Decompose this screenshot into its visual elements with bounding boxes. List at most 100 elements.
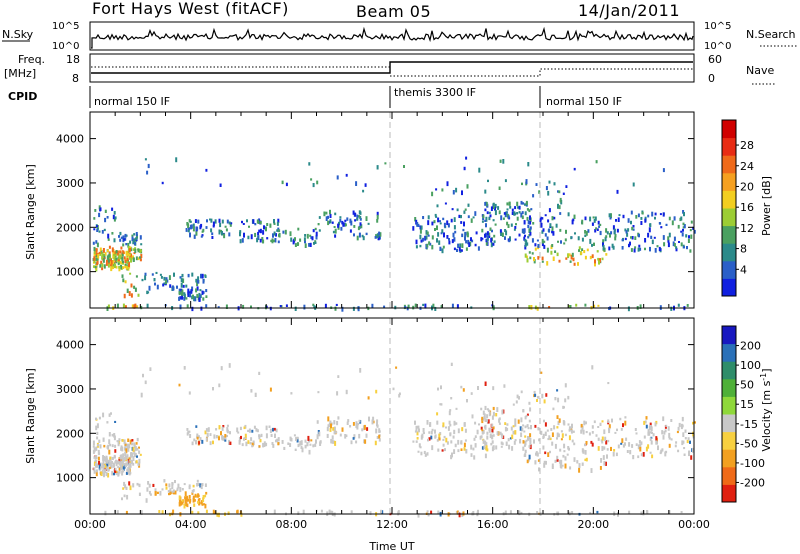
data-cell bbox=[420, 239, 423, 243]
data-cell bbox=[454, 230, 457, 234]
data-cell bbox=[236, 427, 239, 433]
data-cell bbox=[665, 424, 668, 427]
data-cell bbox=[563, 242, 566, 245]
data-cell bbox=[134, 452, 137, 456]
data-cell bbox=[163, 479, 166, 483]
data-cell bbox=[367, 396, 370, 400]
data-cell bbox=[495, 413, 498, 417]
data-cell bbox=[112, 260, 115, 265]
data-cell bbox=[181, 500, 184, 505]
data-cell bbox=[657, 445, 659, 451]
colorbar-tick-label: 12 bbox=[740, 222, 754, 235]
data-cell bbox=[608, 428, 611, 434]
data-cell bbox=[462, 228, 465, 232]
data-cell bbox=[236, 509, 239, 514]
data-cell bbox=[632, 455, 635, 460]
data-cell bbox=[646, 510, 649, 514]
data-cell bbox=[578, 249, 580, 252]
data-cell bbox=[251, 445, 254, 448]
data-cell bbox=[627, 228, 630, 232]
data-cell bbox=[597, 304, 600, 307]
data-cell bbox=[517, 206, 520, 209]
data-cell bbox=[482, 217, 485, 221]
data-cell bbox=[273, 219, 275, 224]
data-cell bbox=[310, 439, 313, 442]
data-cell bbox=[655, 440, 658, 445]
data-cell bbox=[259, 439, 262, 443]
data-cell bbox=[269, 387, 272, 392]
data-cell bbox=[277, 442, 280, 446]
x-tick-label: 12:00 bbox=[376, 518, 408, 531]
data-cell bbox=[139, 453, 142, 456]
data-cell bbox=[210, 218, 213, 223]
data-cell bbox=[624, 442, 626, 446]
data-cell bbox=[584, 458, 587, 461]
data-cell bbox=[576, 460, 579, 464]
data-cell bbox=[329, 428, 332, 432]
data-cell bbox=[543, 460, 546, 464]
data-cell bbox=[494, 223, 497, 226]
data-cell bbox=[281, 180, 284, 185]
data-cell bbox=[565, 257, 568, 260]
data-cell bbox=[248, 428, 251, 433]
data-cell bbox=[181, 273, 184, 278]
data-cell bbox=[484, 453, 487, 459]
data-cell bbox=[136, 482, 139, 486]
data-cell bbox=[428, 431, 431, 434]
data-cell bbox=[265, 425, 268, 431]
data-cell bbox=[524, 425, 527, 429]
data-cell bbox=[97, 444, 100, 447]
data-cell bbox=[597, 257, 600, 261]
data-cell bbox=[284, 229, 287, 235]
data-cell bbox=[186, 304, 189, 308]
data-cell bbox=[241, 220, 243, 224]
data-cell bbox=[392, 387, 395, 391]
data-cell bbox=[117, 466, 120, 469]
data-cell bbox=[415, 428, 418, 433]
data-cell bbox=[334, 440, 337, 446]
y-tick-label: 3000 bbox=[56, 383, 84, 396]
data-cell bbox=[690, 234, 693, 239]
data-cell bbox=[562, 192, 565, 195]
data-cell bbox=[106, 249, 109, 252]
data-cell bbox=[483, 445, 486, 450]
data-cell bbox=[171, 486, 174, 490]
data-cell bbox=[193, 298, 196, 302]
data-cell bbox=[125, 462, 128, 467]
data-cell bbox=[178, 502, 181, 507]
data-cell bbox=[567, 446, 570, 450]
data-cell bbox=[185, 497, 188, 501]
colorbar-tick-label: 16 bbox=[740, 201, 754, 214]
data-cell bbox=[159, 490, 162, 496]
data-cell bbox=[655, 436, 658, 441]
data-cell bbox=[325, 211, 328, 215]
data-cell bbox=[436, 204, 439, 208]
data-cell bbox=[96, 463, 99, 466]
data-cell bbox=[229, 431, 231, 435]
data-cell bbox=[340, 226, 343, 231]
data-cell bbox=[335, 431, 338, 434]
y-tick-label: 2000 bbox=[56, 427, 84, 440]
data-cell bbox=[99, 207, 102, 211]
data-cell bbox=[427, 513, 430, 517]
data-cell bbox=[498, 417, 501, 421]
data-cell bbox=[693, 229, 696, 234]
data-cell bbox=[498, 418, 501, 423]
colorbar-tick-label: -100 bbox=[740, 457, 765, 470]
data-cell bbox=[686, 439, 689, 444]
data-cell bbox=[542, 435, 545, 439]
data-cell bbox=[438, 433, 441, 438]
data-cell bbox=[376, 211, 379, 216]
data-cell bbox=[174, 490, 177, 495]
data-cell bbox=[647, 429, 650, 432]
data-cell bbox=[107, 238, 110, 241]
colorbar-frame bbox=[721, 325, 737, 503]
data-cell bbox=[628, 243, 630, 248]
data-cell bbox=[570, 236, 573, 240]
data-cell bbox=[268, 425, 271, 428]
data-cell bbox=[635, 215, 638, 219]
data-cell bbox=[188, 227, 190, 231]
data-cell bbox=[228, 439, 231, 442]
data-cell bbox=[407, 304, 410, 308]
data-cell bbox=[538, 190, 541, 194]
